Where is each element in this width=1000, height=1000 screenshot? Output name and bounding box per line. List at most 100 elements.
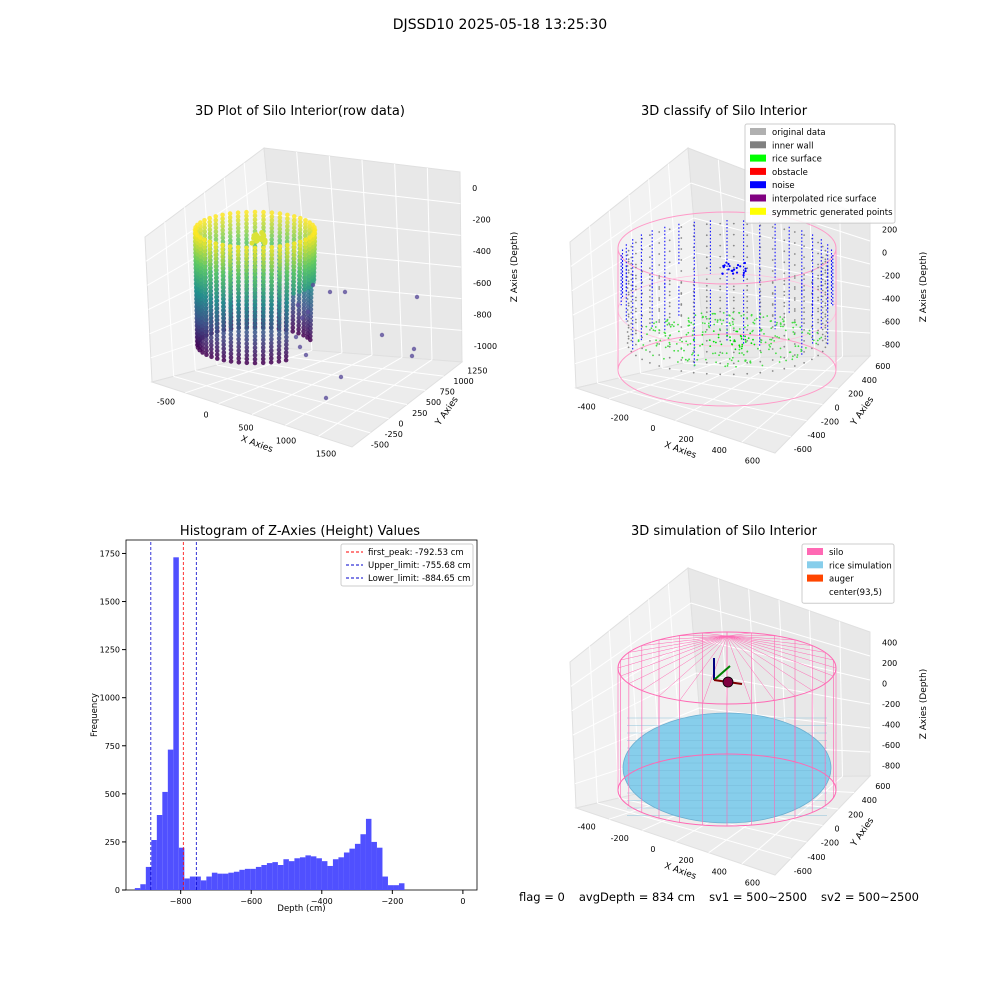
classify-inner-wall-point [658, 321, 661, 323]
classify-rice-surface-point [774, 335, 777, 337]
raw-data-point [301, 325, 306, 330]
classify-noise-point [735, 266, 738, 270]
classify-inner-wall-point [705, 289, 708, 292]
classify-inner-wall-point [626, 320, 629, 322]
classify-inner-wall-point [793, 286, 796, 288]
classify-rice-surface-point [732, 311, 735, 314]
raw-data-point [207, 247, 213, 252]
raw-data-point [236, 279, 241, 285]
raw-data-point [244, 329, 249, 335]
classify-inner-wall-point [649, 307, 651, 309]
simulation-silo-roof-wire [658, 635, 728, 641]
raw-data-point [284, 300, 290, 305]
classify-inner-wall-point [746, 267, 749, 270]
classify-rice-surface-point [799, 326, 802, 329]
simulation-plot-title: 3D simulation of Silo Interior [631, 524, 817, 539]
classify-inner-wall-point [825, 276, 828, 278]
classify-inner-wall-point [705, 245, 708, 248]
classify-inner-wall-point [626, 287, 629, 289]
raw-data-point [203, 329, 209, 335]
histogram-bar [228, 872, 234, 890]
raw-data-point [235, 256, 241, 262]
raw-data-point [221, 338, 226, 344]
classify-rice-surface-point [750, 342, 753, 345]
classify-inner-wall-point [630, 289, 633, 292]
raw-data-point [235, 225, 241, 231]
raw-data-point [214, 298, 219, 304]
raw-data-point [214, 310, 219, 315]
classify-rice-surface-point [740, 315, 743, 317]
classify-inner-wall-point [630, 322, 633, 325]
classify-inner-wall-point [719, 222, 722, 225]
raw-data-point [244, 280, 249, 285]
classify-inner-wall-point [824, 291, 827, 294]
classify-inner-wall-point [627, 324, 630, 327]
classify-rice-surface-point [686, 343, 689, 346]
classify-inner-wall-point [668, 228, 671, 231]
raw-outlier-point [295, 302, 301, 308]
classify-inner-wall-point [719, 296, 722, 299]
raw-data-point [261, 253, 266, 258]
classify-inner-wall-point [635, 266, 637, 269]
classify-inner-wall-point [783, 279, 786, 282]
raw-data-point [269, 325, 274, 331]
classify-rice-surface-point [768, 348, 770, 351]
simulation-z-tick-label: -600 [882, 741, 900, 750]
raw-data-point [220, 262, 226, 267]
raw-data-point [277, 251, 283, 257]
raw-data-point [252, 213, 258, 219]
classify-inner-wall-point [817, 354, 819, 357]
raw-data-point [236, 344, 241, 350]
classify-rice-surface-point [701, 322, 704, 324]
raw-data-point [252, 349, 258, 354]
classify-rice-surface-point [738, 328, 741, 330]
classify-noise-point [727, 262, 730, 266]
raw-data-point [302, 268, 308, 273]
classify-rice-surface-point [715, 341, 717, 344]
classify-rice-surface-point [705, 315, 707, 318]
classify-inner-wall-point [771, 259, 774, 261]
raw-data-point [214, 321, 220, 327]
classify-rice-surface-point [779, 316, 782, 318]
raw-data-point [252, 353, 258, 358]
classify-rice-surface-point [779, 325, 782, 328]
classify-legend-swatch [750, 194, 766, 202]
raw-data-point [269, 218, 275, 223]
classify-rice-surface-point [704, 331, 707, 333]
raw-data-point [252, 341, 258, 347]
classify-legend-swatch [750, 207, 766, 215]
classify-z-tick-label: -400 [882, 295, 900, 304]
raw-data-point [214, 283, 219, 289]
raw-data-point [296, 330, 301, 336]
raw-data-point [269, 306, 274, 311]
raw-data-point [236, 360, 242, 365]
raw-data-point [220, 285, 226, 290]
histogram-bar [288, 861, 295, 890]
histogram-bar [184, 878, 190, 890]
classify-inner-wall-point [821, 295, 824, 298]
classify-rice-surface-point [770, 342, 772, 345]
raw-data-point [269, 271, 275, 277]
classify-inner-wall-point [658, 319, 661, 321]
simulation-silo-roof-wire [658, 635, 728, 697]
classify-rice-surface-point [761, 364, 764, 367]
raw-data-point [214, 302, 219, 308]
classify-noise-point [744, 269, 747, 273]
raw-data-point [303, 218, 308, 223]
raw-data-point [291, 291, 296, 296]
simulation-center-marker [722, 676, 734, 688]
raw-data-point [244, 264, 249, 270]
raw-data-point [285, 216, 290, 221]
simulation-silo-roof-wire [726, 635, 796, 697]
histogram-bar [343, 852, 350, 890]
classify-inner-wall-point [635, 329, 637, 332]
classify-inner-wall-point [821, 311, 824, 314]
classify-rice-surface-point [720, 323, 723, 325]
classify-inner-wall-point [649, 285, 651, 287]
histogram-x-tick-label: 0 [460, 897, 465, 906]
raw-data-point [301, 298, 307, 304]
raw-data-point [269, 356, 274, 361]
classify-legend-swatch [750, 167, 766, 175]
raw-y-tick-label: 750 [440, 388, 455, 397]
classify-point-cloud [617, 211, 837, 407]
